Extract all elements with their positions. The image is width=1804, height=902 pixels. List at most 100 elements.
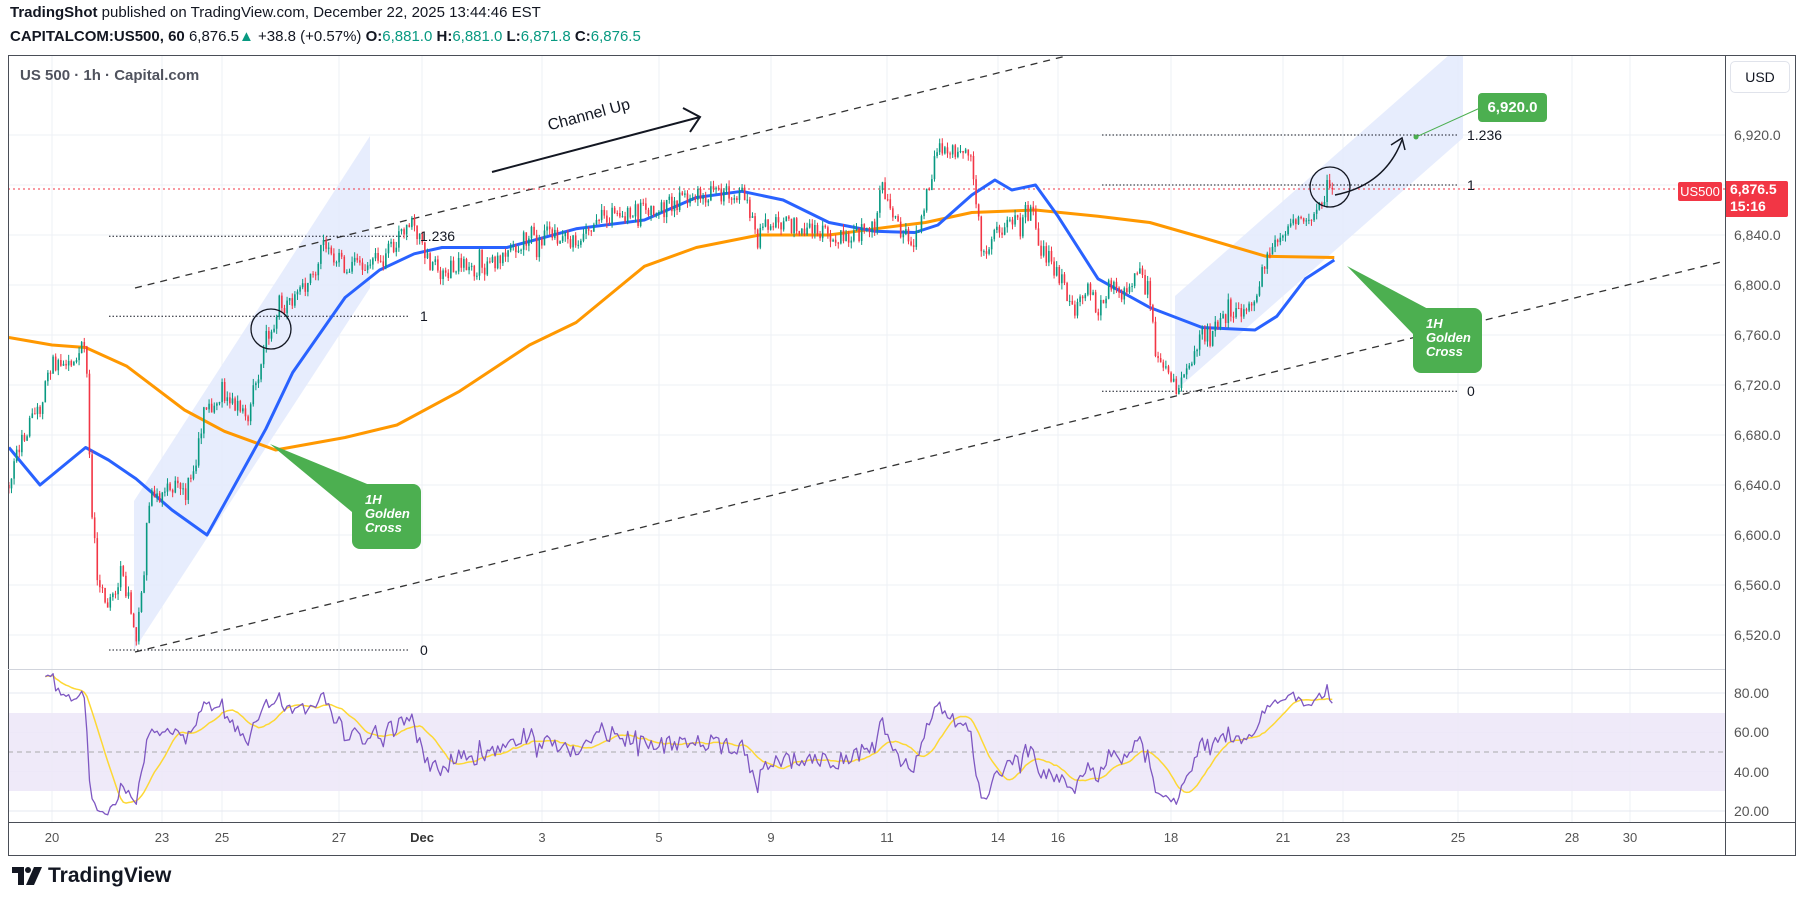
candle-body [356, 257, 359, 261]
candle-body [585, 229, 587, 234]
candle-body [572, 235, 574, 248]
chart-legend[interactable]: US 500 · 1h · Capital.com [20, 67, 200, 84]
candle-body [980, 216, 983, 252]
candle-body [616, 212, 619, 214]
candle-body [83, 342, 86, 347]
candle-body [1245, 309, 1248, 311]
time-tick-label: 23 [1335, 830, 1351, 845]
price-tick-label: 6,600.0 [1734, 527, 1781, 543]
candle-body [915, 231, 918, 247]
candle-body [923, 210, 925, 217]
author-name[interactable]: TradingShot [10, 4, 98, 21]
candle-body [801, 228, 803, 234]
candle-body [564, 232, 567, 237]
candle-body [845, 233, 847, 242]
left-breakout-circle[interactable] [250, 308, 292, 350]
candle-body [902, 234, 905, 238]
candle-body [1175, 378, 1178, 394]
candle-body [182, 488, 184, 490]
fib-level-label: 0 [1467, 383, 1475, 400]
candle-body [595, 219, 598, 225]
candle-body [1198, 334, 1201, 350]
target-price-label[interactable]: 6,920.0 [1478, 93, 1547, 122]
candle-body [91, 454, 93, 518]
candle-body [1162, 362, 1165, 368]
candle-body [491, 256, 494, 263]
candle-body [192, 471, 195, 479]
rsi-pane[interactable] [8, 673, 1725, 816]
time-tick-label: 25 [1450, 830, 1466, 845]
projection-arrow[interactable] [1334, 139, 1403, 196]
candle-body [268, 330, 270, 339]
price-tick-label: 6,800.0 [1734, 277, 1781, 293]
time-tick-label: 3 [538, 830, 546, 845]
candle-body [567, 232, 569, 240]
open-value: 6,881.0 [382, 28, 433, 45]
candle-body [244, 408, 247, 417]
candle-body [889, 199, 892, 209]
candle-body [231, 398, 234, 404]
candle-body [424, 242, 426, 259]
candle-body [1222, 314, 1224, 319]
channel-up-arrow-line [491, 116, 701, 173]
candle-body [179, 483, 182, 490]
candle-body [650, 206, 652, 216]
candle-body [54, 356, 57, 371]
candle-body [70, 360, 73, 366]
channel-upper-line[interactable] [134, 55, 1071, 289]
candle-body [1149, 281, 1152, 306]
candle-body [1063, 274, 1066, 283]
channel-lower-line[interactable] [134, 260, 1725, 653]
candle-body [1295, 219, 1297, 225]
golden-cross-callout-left[interactable]: 1H Golden Cross [352, 484, 421, 549]
publish-info: TradingShot published on TradingView.com… [10, 4, 541, 21]
ma-slow-layer [8, 208, 1335, 452]
candle-body [655, 214, 658, 216]
candle-body [1118, 287, 1120, 293]
candle-body [1146, 281, 1149, 295]
candle-body [1053, 261, 1055, 276]
fib-level-label: 1.236 [420, 228, 456, 245]
currency-button[interactable]: USD [1730, 61, 1790, 93]
candle-body [1113, 281, 1115, 290]
right-breakout-circle[interactable] [1309, 166, 1351, 208]
main-pane[interactable] [8, 55, 1725, 653]
target-point[interactable] [1413, 134, 1419, 140]
candle-body [593, 224, 595, 232]
candle-body [522, 232, 525, 250]
candle-body [143, 575, 145, 593]
candle-body [1302, 218, 1305, 222]
candle-body [970, 155, 972, 157]
candle-body [385, 253, 387, 267]
fib-levels[interactable] [109, 134, 1457, 651]
candle-body [26, 436, 28, 441]
candle-body [1193, 351, 1196, 364]
candle-body [1180, 377, 1183, 389]
candle-body [590, 230, 593, 232]
candle-body [598, 219, 600, 221]
candle-body [184, 488, 187, 500]
candle-body [366, 265, 369, 270]
candle-body [1214, 321, 1217, 331]
candle-body [333, 253, 335, 263]
candle-body [496, 255, 499, 269]
candle-body [962, 150, 964, 153]
candle-body [1048, 250, 1050, 263]
candle-body [691, 197, 694, 199]
candle-body [949, 153, 951, 155]
candle-body [1126, 288, 1128, 293]
candle-body [509, 246, 512, 251]
candle-body [1079, 296, 1081, 302]
candle-body [1326, 180, 1328, 202]
fib-level-label: 1.236 [1467, 127, 1503, 143]
tradingview-logo[interactable]: TradingView [12, 864, 171, 888]
candle-body [299, 287, 301, 292]
price-tick-label: 6,680.0 [1734, 427, 1781, 443]
fib-level-label: 0 [420, 642, 428, 658]
candle-body [983, 251, 985, 253]
golden-cross-callout-right[interactable]: 1H Golden Cross [1413, 308, 1482, 373]
candle-body [873, 221, 876, 232]
price-tick-label: 6,840.0 [1734, 227, 1781, 243]
candle-body [1066, 282, 1068, 302]
